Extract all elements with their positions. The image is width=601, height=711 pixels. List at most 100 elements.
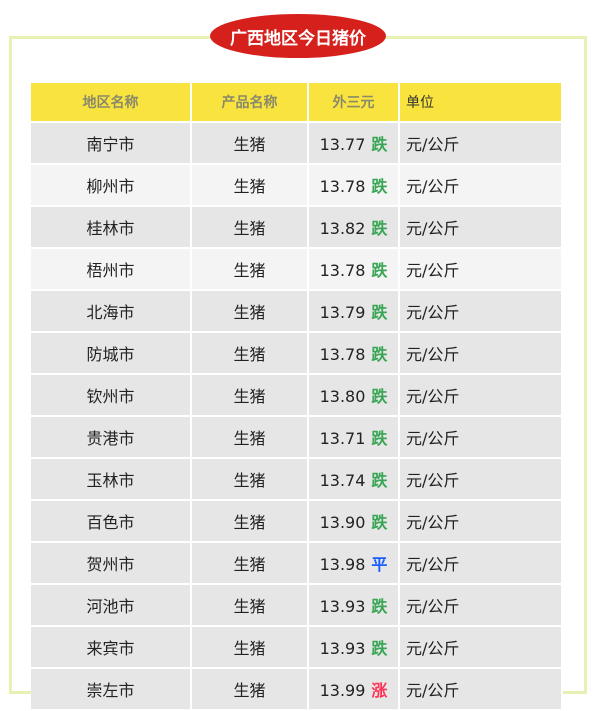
product-cell: 生猪	[191, 206, 309, 249]
trend-label: 跌	[371, 639, 388, 658]
region-cell: 北海市	[31, 290, 192, 333]
unit-cell: 元/公斤	[399, 458, 563, 501]
product-cell: 生猪	[191, 290, 309, 333]
trend-label: 跌	[371, 471, 388, 490]
table-row: 北海市 生猪 13.79 跌 元/公斤	[31, 290, 563, 333]
price-cell: 13.98 平	[308, 542, 400, 585]
trend-label: 涨	[371, 681, 388, 700]
price-value: 13.71	[319, 429, 366, 448]
region-cell: 贵港市	[31, 416, 192, 459]
trend-label: 跌	[371, 177, 388, 196]
price-cell: 13.79 跌	[308, 290, 400, 333]
region-cell: 来宾市	[31, 626, 192, 669]
product-cell: 生猪	[191, 584, 309, 627]
region-cell: 河池市	[31, 584, 192, 627]
price-cell: 13.93 跌	[308, 626, 400, 669]
table-row: 百色市 生猪 13.90 跌 元/公斤	[31, 500, 563, 543]
region-cell: 贺州市	[31, 542, 192, 585]
unit-cell: 元/公斤	[399, 374, 563, 417]
price-value: 13.98	[319, 555, 366, 574]
price-value: 13.99	[319, 681, 366, 700]
title-badge: 广西地区今日猪价	[210, 14, 386, 58]
table-row: 河池市 生猪 13.93 跌 元/公斤	[31, 584, 563, 627]
price-value: 13.90	[319, 513, 366, 532]
region-cell: 钦州市	[31, 374, 192, 417]
unit-cell: 元/公斤	[399, 416, 563, 459]
header-unit: 单位	[399, 83, 563, 123]
product-cell: 生猪	[191, 332, 309, 375]
table-row: 梧州市 生猪 13.78 跌 元/公斤	[31, 248, 563, 291]
product-cell: 生猪	[191, 122, 309, 165]
table-row: 南宁市 生猪 13.77 跌 元/公斤	[31, 122, 563, 165]
price-table: 地区名称 产品名称 外三元 单位 南宁市 生猪 13.77 跌 元/公斤 柳州市 生…	[31, 83, 563, 711]
table-row: 桂林市 生猪 13.82 跌 元/公斤	[31, 206, 563, 249]
region-cell: 玉林市	[31, 458, 192, 501]
product-cell: 生猪	[191, 416, 309, 459]
region-cell: 南宁市	[31, 122, 192, 165]
region-cell: 桂林市	[31, 206, 192, 249]
product-cell: 生猪	[191, 374, 309, 417]
table-row: 防城市 生猪 13.78 跌 元/公斤	[31, 332, 563, 375]
region-cell: 百色市	[31, 500, 192, 543]
price-value: 13.93	[319, 597, 366, 616]
header-region: 地区名称	[31, 83, 192, 123]
unit-cell: 元/公斤	[399, 164, 563, 207]
trend-label: 跌	[371, 219, 388, 238]
price-value: 13.82	[319, 219, 366, 238]
price-cell: 13.90 跌	[308, 500, 400, 543]
unit-cell: 元/公斤	[399, 332, 563, 375]
trend-label: 跌	[371, 429, 388, 448]
price-cell: 13.71 跌	[308, 416, 400, 459]
region-cell: 柳州市	[31, 164, 192, 207]
trend-label: 平	[371, 555, 388, 574]
unit-cell: 元/公斤	[399, 206, 563, 249]
unit-cell: 元/公斤	[399, 584, 563, 627]
trend-label: 跌	[371, 513, 388, 532]
price-value: 13.78	[319, 345, 366, 364]
table-row: 柳州市 生猪 13.78 跌 元/公斤	[31, 164, 563, 207]
product-cell: 生猪	[191, 458, 309, 501]
product-cell: 生猪	[191, 164, 309, 207]
table-row: 来宾市 生猪 13.93 跌 元/公斤	[31, 626, 563, 669]
unit-cell: 元/公斤	[399, 290, 563, 333]
header-product: 产品名称	[191, 83, 309, 123]
product-cell: 生猪	[191, 248, 309, 291]
unit-cell: 元/公斤	[399, 542, 563, 585]
price-value: 13.74	[319, 471, 366, 490]
trend-label: 跌	[371, 345, 388, 364]
price-cell: 13.93 跌	[308, 584, 400, 627]
price-value: 13.80	[319, 387, 366, 406]
price-value: 13.93	[319, 639, 366, 658]
trend-label: 跌	[371, 135, 388, 154]
table-row: 玉林市 生猪 13.74 跌 元/公斤	[31, 458, 563, 501]
region-cell: 崇左市	[31, 668, 192, 711]
header-row: 地区名称 产品名称 外三元 单位	[31, 83, 563, 123]
region-cell: 防城市	[31, 332, 192, 375]
region-cell: 梧州市	[31, 248, 192, 291]
price-cell: 13.78 跌	[308, 164, 400, 207]
header-price: 外三元	[308, 83, 400, 123]
price-value: 13.79	[319, 303, 366, 322]
price-cell: 13.82 跌	[308, 206, 400, 249]
trend-label: 跌	[371, 387, 388, 406]
unit-cell: 元/公斤	[399, 248, 563, 291]
price-cell: 13.78 跌	[308, 332, 400, 375]
trend-label: 跌	[371, 303, 388, 322]
unit-cell: 元/公斤	[399, 122, 563, 165]
table-row: 钦州市 生猪 13.80 跌 元/公斤	[31, 374, 563, 417]
product-cell: 生猪	[191, 500, 309, 543]
product-cell: 生猪	[191, 542, 309, 585]
trend-label: 跌	[371, 261, 388, 280]
table-row: 贵港市 生猪 13.71 跌 元/公斤	[31, 416, 563, 459]
price-cell: 13.78 跌	[308, 248, 400, 291]
price-cell: 13.80 跌	[308, 374, 400, 417]
price-value: 13.77	[319, 135, 366, 154]
price-value: 13.78	[319, 261, 366, 280]
unit-cell: 元/公斤	[399, 626, 563, 669]
trend-label: 跌	[371, 597, 388, 616]
price-cell: 13.77 跌	[308, 122, 400, 165]
table-row: 贺州市 生猪 13.98 平 元/公斤	[31, 542, 563, 585]
unit-cell: 元/公斤	[399, 500, 563, 543]
product-cell: 生猪	[191, 626, 309, 669]
price-value: 13.78	[319, 177, 366, 196]
